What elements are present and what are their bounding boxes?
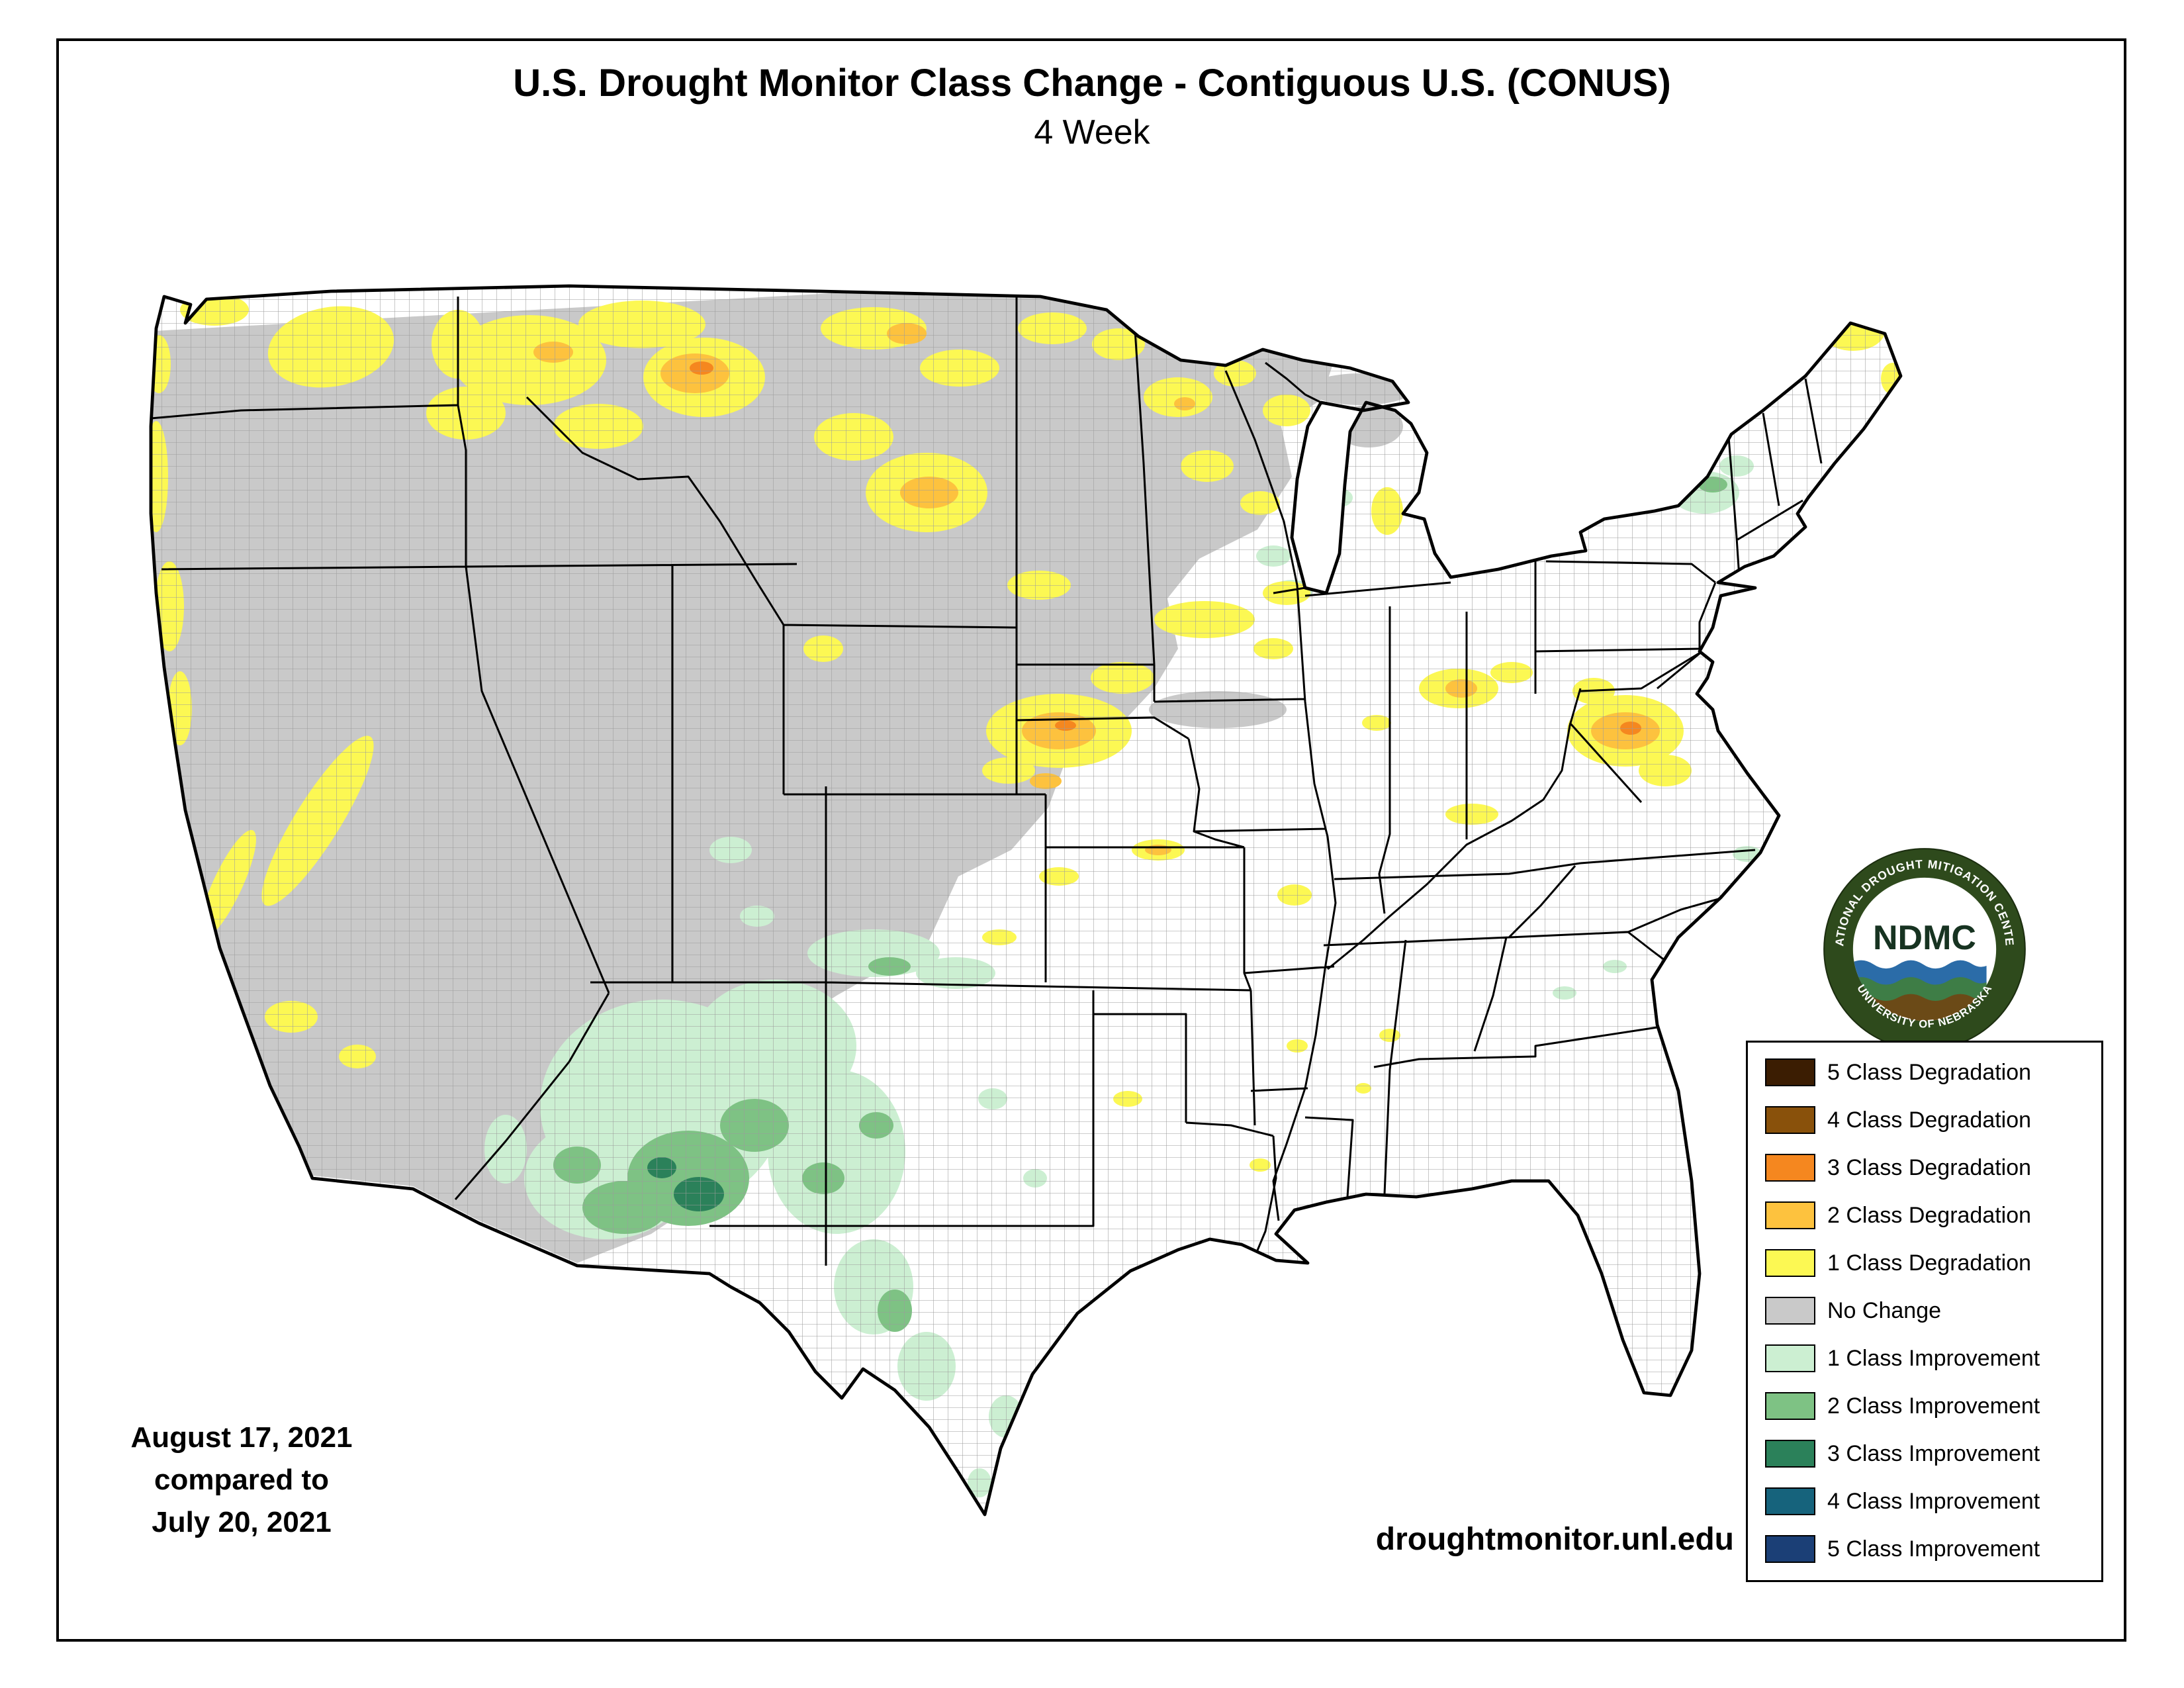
page-subtitle: 4 Week: [1034, 113, 1150, 152]
legend-item: 2 Class Degradation: [1765, 1201, 2101, 1229]
legend: 5 Class Degradation 4 Class Degradation …: [1746, 1041, 2103, 1582]
legend-label: 5 Class Degradation: [1827, 1060, 2032, 1085]
legend-swatch-4-class-improvement: [1765, 1487, 1815, 1515]
legend-swatch-2-class-improvement: [1765, 1392, 1815, 1420]
legend-swatch-2-class-degradation: [1765, 1201, 1815, 1229]
legend-swatch-3-class-degradation: [1765, 1154, 1815, 1182]
legend-label: 1 Class Degradation: [1827, 1250, 2032, 1276]
date-previous: July 20, 2021: [152, 1505, 332, 1538]
legend-item: 3 Class Improvement: [1765, 1440, 2101, 1468]
legend-swatch-1-class-improvement: [1765, 1344, 1815, 1372]
comparison-dates: August 17, 2021 compared to July 20, 202…: [93, 1417, 390, 1543]
state-borders: [151, 297, 1823, 1266]
legend-item: 3 Class Degradation: [1765, 1154, 2101, 1182]
legend-item: 2 Class Improvement: [1765, 1392, 2101, 1420]
legend-item: 5 Class Improvement: [1765, 1535, 2101, 1563]
outer-border: [56, 38, 2126, 1642]
legend-label: 2 Class Improvement: [1827, 1393, 2040, 1419]
legend-swatch-no-change: [1765, 1297, 1815, 1325]
date-compared-label: compared to: [154, 1463, 330, 1496]
legend-item: No Change: [1765, 1297, 2101, 1325]
legend-label: 3 Class Improvement: [1827, 1441, 2040, 1466]
website-url: droughtmonitor.unl.edu: [1375, 1522, 1734, 1557]
date-current: August 17, 2021: [130, 1421, 353, 1454]
legend-item: 5 Class Degradation: [1765, 1058, 2101, 1086]
legend-label: 5 Class Improvement: [1827, 1536, 2040, 1562]
legend-swatch-5-class-improvement: [1765, 1535, 1815, 1563]
legend-swatch-5-class-degradation: [1765, 1058, 1815, 1086]
county-grid: [151, 286, 1901, 1515]
conus-class-change-map: [132, 252, 1906, 1536]
legend-label: 1 Class Improvement: [1827, 1346, 2040, 1371]
legend-label: 3 Class Degradation: [1827, 1155, 2032, 1180]
logo-acronym: NDMC: [1873, 919, 1976, 957]
legend-item: 1 Class Improvement: [1765, 1344, 2101, 1372]
legend-swatch-4-class-degradation: [1765, 1106, 1815, 1134]
legend-item: 1 Class Degradation: [1765, 1249, 2101, 1277]
ndmc-logo: NDMC NATIONAL DROUGHT MITIGATION CENTER …: [1821, 846, 2026, 1051]
legend-label: No Change: [1827, 1298, 1942, 1323]
legend-label: 4 Class Degradation: [1827, 1107, 2032, 1133]
legend-item: 4 Class Degradation: [1765, 1106, 2101, 1134]
page-title: U.S. Drought Monitor Class Change - Cont…: [513, 62, 1671, 105]
legend-swatch-3-class-improvement: [1765, 1440, 1815, 1468]
legend-label: 2 Class Degradation: [1827, 1203, 2032, 1228]
legend-label: 4 Class Improvement: [1827, 1489, 2040, 1514]
legend-swatch-1-class-degradation: [1765, 1249, 1815, 1277]
legend-item: 4 Class Improvement: [1765, 1487, 2101, 1515]
